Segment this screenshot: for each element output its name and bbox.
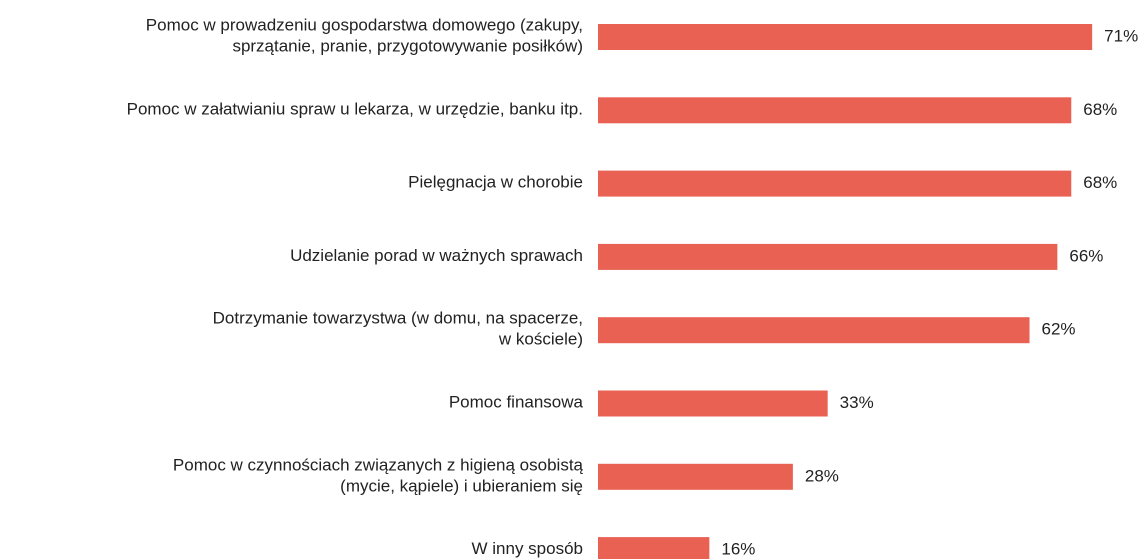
value-label: 28% xyxy=(805,466,839,485)
bar xyxy=(598,170,1072,197)
category-label: Pomoc w załatwianiu spraw u lekarza, w u… xyxy=(127,100,583,119)
category-label: Udzielanie porad w ważnych sprawach xyxy=(290,246,583,265)
category-label-line: sprzątanie, pranie, przygotowywanie posi… xyxy=(232,37,583,56)
category-label-line: w kościele) xyxy=(498,330,583,349)
value-label: 66% xyxy=(1069,246,1103,265)
bar xyxy=(598,24,1093,50)
value-label: 71% xyxy=(1104,26,1138,45)
category-label: Dotrzymanie towarzystwa (w domu, na spac… xyxy=(213,309,583,349)
category-label: Pomoc w czynnościach związanych z higien… xyxy=(173,456,584,496)
category-label: W inny sposób xyxy=(472,540,584,559)
bar xyxy=(598,390,828,417)
value-label: 62% xyxy=(1042,320,1076,339)
bar xyxy=(598,537,710,559)
bar xyxy=(598,97,1072,124)
category-label-line: Pomoc finansowa xyxy=(449,393,584,412)
category-label-line: Pomoc w załatwianiu spraw u lekarza, w u… xyxy=(127,100,583,119)
bar xyxy=(598,243,1058,270)
category-label-line: (mycie, kąpiele) i ubieraniem się xyxy=(340,477,583,496)
category-label-line: Pomoc w czynnościach związanych z higien… xyxy=(173,456,584,475)
category-label-line: W inny sposób xyxy=(472,540,584,559)
bar xyxy=(598,317,1030,344)
category-label-line: Dotrzymanie towarzystwa (w domu, na spac… xyxy=(213,309,583,328)
category-label: Pielęgnacja w chorobie xyxy=(408,173,583,192)
category-label-line: Pomoc w prowadzeniu gospodarstwa domoweg… xyxy=(146,16,583,35)
category-label-line: Udzielanie porad w ważnych sprawach xyxy=(290,246,583,265)
value-label: 68% xyxy=(1083,173,1117,192)
category-label: Pomoc w prowadzeniu gospodarstwa domoweg… xyxy=(146,16,583,56)
category-label-line: Pielęgnacja w chorobie xyxy=(408,173,583,192)
value-label: 33% xyxy=(840,393,874,412)
value-label: 68% xyxy=(1083,100,1117,119)
value-label: 16% xyxy=(721,540,755,559)
category-label: Pomoc finansowa xyxy=(449,393,584,412)
bar xyxy=(598,463,793,490)
